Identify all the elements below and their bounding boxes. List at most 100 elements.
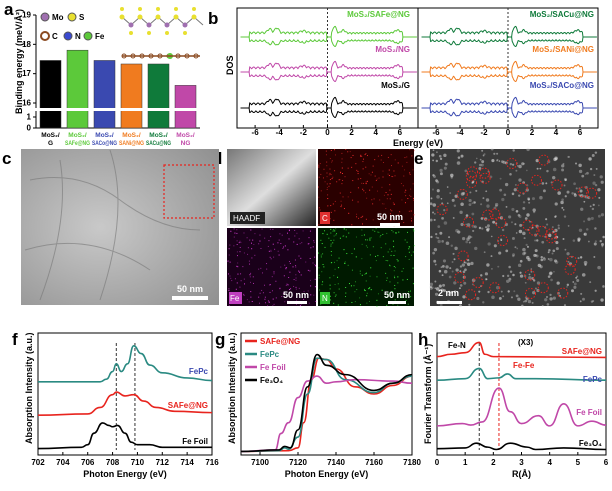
single-atom-marker (495, 217, 507, 229)
series-label: MoS₂/G (381, 81, 410, 90)
dos-curve (421, 25, 597, 38)
series-line (240, 375, 413, 453)
dos-curve-spin-down (421, 36, 597, 48)
panel-label-h: h (418, 330, 428, 349)
annotation-fe-n: Fe-N (448, 341, 466, 350)
x-tick-label: -6 (432, 128, 440, 137)
series-line (37, 391, 213, 416)
x-tick-label: 714 (180, 458, 194, 467)
bar (174, 85, 197, 129)
single-atom-marker (489, 208, 501, 220)
series-label: Fe₃O₄ (579, 439, 602, 448)
series-label: SAFe@NG (562, 347, 602, 356)
y-axis-label: Fourier Transform (Å⁻¹) (423, 344, 433, 444)
dos-curve (421, 96, 597, 109)
x-tick-label: SANi@NG (119, 140, 144, 147)
x-tick-label: MoS₂/ (122, 132, 141, 139)
series-line (240, 357, 413, 453)
single-atom-marker (466, 177, 478, 189)
single-atom-marker (522, 219, 534, 231)
svg-text:C: C (52, 32, 58, 41)
x-tick-label: 7160 (365, 458, 383, 467)
x-tick-label: 712 (156, 458, 170, 467)
x-tick-label: 716 (205, 458, 219, 467)
panel-label-b: b (208, 9, 218, 28)
mos2-structure-illustration (119, 7, 204, 59)
zoom-region-box (163, 164, 215, 219)
plot-frame (240, 332, 413, 456)
panel-label-f: f (12, 330, 18, 349)
x-tick-label: 0 (325, 128, 330, 137)
x-tick-label: MoS₂/ (68, 132, 87, 139)
haadf-label: HAADF (233, 214, 260, 223)
series-line (436, 387, 607, 427)
single-atom-marker (524, 269, 536, 281)
single-atom-marker (465, 170, 477, 182)
single-atom-marker (497, 234, 509, 246)
bar (147, 63, 170, 129)
single-atom-marker (479, 172, 491, 184)
series-label: MoS₂/SANi@NG (532, 45, 594, 54)
single-atom-marker (551, 179, 563, 191)
y-tick-label: 16 (22, 99, 31, 108)
x-tick-label: 4 (547, 458, 552, 467)
single-atom-marker (545, 232, 557, 244)
haadf-stem-image: 2 nm (429, 147, 605, 308)
c-label: C (322, 214, 328, 223)
svg-text:Mo: Mo (52, 13, 64, 22)
single-atom-marker (537, 282, 549, 294)
annotation-fe-fe: Fe-Fe (513, 361, 535, 370)
scale-bar-label: 50 nm (377, 212, 403, 222)
x-tick-label: SACu@NG (146, 140, 171, 147)
x-tick-label: 7180 (403, 458, 421, 467)
y-tick-label: 1 (27, 113, 32, 122)
single-atom-marker (489, 282, 501, 294)
x-tick-label: 4 (554, 128, 559, 137)
legend-label: Fe Foil (260, 363, 286, 372)
c-map (318, 149, 414, 226)
svg-text:Fe: Fe (95, 32, 105, 41)
single-atom-marker (525, 287, 537, 299)
single-atom-marker (506, 157, 518, 169)
series-line (37, 422, 212, 450)
series-label: SAFe@NG (168, 401, 208, 410)
x-tick-label: MoS₂/ (95, 132, 114, 139)
x-axis-label: Photon Energy (eV) (83, 469, 167, 479)
x-tick-label: G (48, 140, 53, 147)
single-atom-marker (472, 277, 484, 289)
x-tick-label: 6 (604, 458, 609, 467)
panel-label-g: g (215, 330, 225, 349)
single-atom-marker (545, 228, 557, 240)
x-tick-label: 1 (463, 458, 468, 467)
single-atom-marker (467, 166, 479, 178)
single-atom-marker (457, 250, 469, 262)
x-tick-label: 0 (506, 128, 511, 137)
x-tick-label: 710 (131, 458, 145, 467)
x-tick-label: 2 (530, 128, 535, 137)
series-line (240, 357, 413, 453)
series-label: MoS₂/SACu@NG (530, 10, 594, 19)
dos-curve (240, 25, 417, 38)
single-atom-marker (566, 255, 578, 267)
x-tick-label: -6 (252, 128, 260, 137)
plot-frame (37, 332, 213, 456)
x-tick-label: 704 (56, 458, 70, 467)
dos-curve-spin-down (240, 107, 417, 119)
x-tick-label: 702 (31, 458, 45, 467)
y-axis-label: Absorption Intensity (a.u.) (227, 332, 237, 444)
series-label: MoS₂/NG (375, 45, 410, 54)
single-atom-marker (538, 154, 550, 166)
x-tick-label: MoS₂/ (41, 132, 60, 139)
dos-curve-spin-down (240, 36, 417, 48)
x-tick-label: -2 (480, 128, 488, 137)
single-atom-marker (465, 289, 477, 301)
legend-label: SAFe@NG (260, 337, 300, 346)
x-tick-label: 0 (435, 458, 440, 467)
x-tick-label: 2 (491, 458, 496, 467)
single-atom-marker (557, 287, 569, 299)
single-atom-marker (454, 271, 466, 283)
single-atom-marker (478, 167, 490, 179)
dos-curve (240, 60, 417, 73)
series-line (436, 341, 607, 359)
